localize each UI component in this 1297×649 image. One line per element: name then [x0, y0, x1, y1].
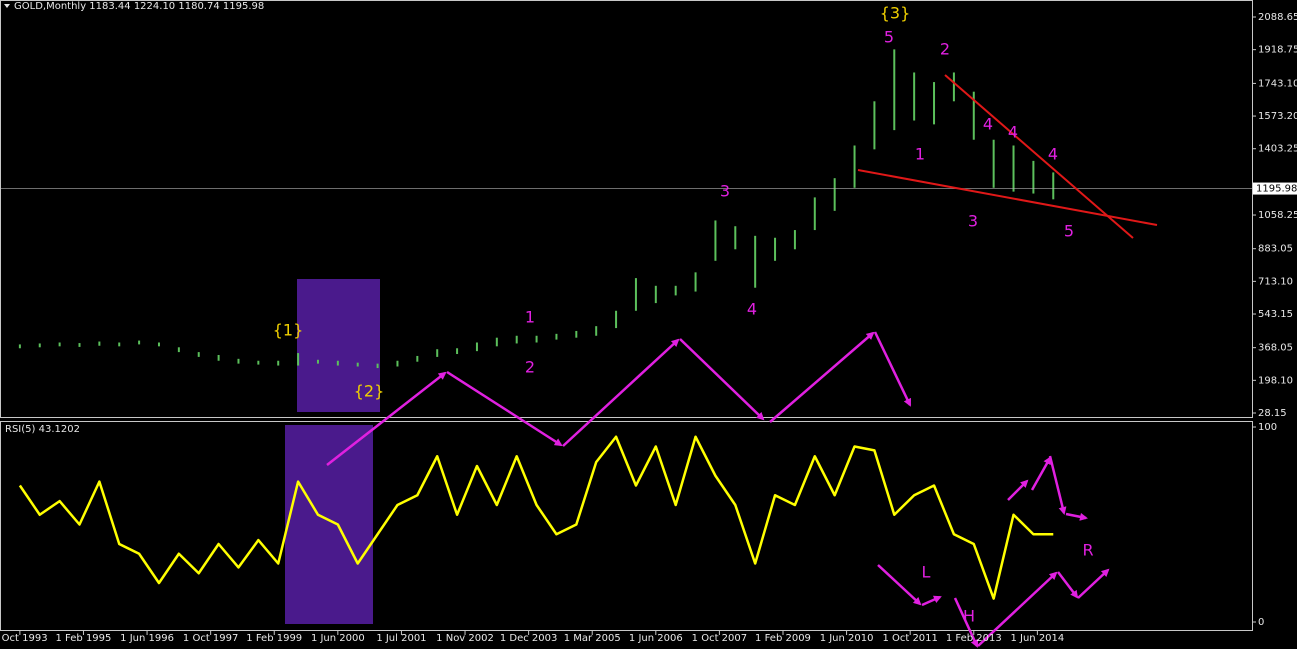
arrow [679, 338, 765, 421]
y-tick-label: 543.15 [1258, 309, 1293, 320]
arrow [1065, 512, 1088, 521]
x-tick-label: 1 Oct 1997 [183, 633, 238, 644]
y-tick-label: 1058.25 [1258, 210, 1297, 221]
menu-icon[interactable] [4, 4, 10, 8]
x-tick-label: 1 Feb 2009 [755, 633, 811, 644]
last-price-box [1253, 182, 1297, 195]
arrow [977, 571, 1058, 647]
highlight-box [285, 425, 373, 624]
wave-label: 5 [884, 28, 894, 47]
wave-label: {1} [273, 321, 304, 340]
wave-label: 3 [968, 212, 978, 231]
x-tick-label: 1 Jun 1996 [120, 633, 174, 644]
chart-title: GOLD,Monthly 1183.44 1224.10 1180.74 119… [14, 1, 264, 12]
y-tick-label: 0 [1258, 617, 1264, 628]
wave-label: 4 [983, 115, 993, 134]
wave-arrows [326, 331, 1110, 648]
x-tick-label: 1 Feb 1999 [246, 633, 302, 644]
trend-line [944, 74, 1134, 239]
y-tick-label: 28.15 [1258, 408, 1287, 419]
y-tick-label: 198.10 [1258, 375, 1293, 386]
wave-label: 5 [1064, 222, 1074, 241]
rsi-line [18, 435, 1054, 600]
y-tick-label: 713.10 [1258, 276, 1293, 287]
arrow [877, 564, 922, 606]
y-tick-label: 100 [1258, 422, 1277, 433]
x-tick-label: 1 Jun 2010 [820, 633, 874, 644]
plot-layer [0, 49, 1252, 600]
arrow [446, 370, 563, 447]
price-panel-frame [0, 0, 1253, 418]
arrow [1048, 455, 1067, 515]
wave-label: 1 [525, 308, 535, 327]
arrow [1030, 456, 1052, 491]
arrow [1077, 568, 1110, 599]
highlight-box [297, 279, 380, 412]
wave-label: 2 [940, 40, 950, 59]
arrow [873, 331, 912, 407]
rsi-panel-frame [0, 421, 1253, 631]
x-tick-label: 1 Nov 2002 [436, 633, 494, 644]
y-tick-label: 1573.20 [1258, 111, 1297, 122]
x-tick-label: 1 Jun 2000 [311, 633, 365, 644]
y-tick-label: 368.05 [1258, 343, 1293, 354]
x-tick-label: 1 Feb 2013 [946, 633, 1002, 644]
y-tick-label: 883.05 [1258, 244, 1293, 255]
wave-label: 2 [525, 358, 535, 377]
arrow [1057, 571, 1079, 599]
wave-label: {3} [880, 4, 911, 23]
x-tick-label: 1 Jun 2006 [629, 633, 683, 644]
wave-label: H [963, 607, 975, 626]
x-tick-label: 1 Mar 2005 [564, 633, 621, 644]
x-tick-label: 1 Feb 1995 [56, 633, 112, 644]
arrow [921, 595, 942, 607]
x-tick-label: 1 Jun 2014 [1010, 633, 1064, 644]
y-tick-label: 1918.75 [1258, 45, 1297, 56]
wave-label: 4 [1048, 145, 1058, 164]
last-price-label: 1195.98 [1256, 184, 1297, 195]
y-tick-label: 1743.10 [1258, 78, 1297, 89]
wave-label: L [922, 563, 931, 582]
arrow [953, 597, 979, 648]
arrow [562, 338, 680, 447]
x-tick-label: 1 Jul 2001 [376, 633, 426, 644]
y-tick-label: 1403.25 [1258, 144, 1297, 155]
arrow [769, 331, 875, 423]
arrow [326, 371, 447, 466]
wave-label: 3 [720, 182, 730, 201]
wave-label: 4 [747, 300, 757, 319]
indicator-legend: RSI(5) 43.1202 [5, 424, 80, 435]
wave-label: R [1082, 541, 1093, 560]
y-tick-label: 2088.65 [1258, 12, 1297, 23]
wave-label: 1 [915, 145, 925, 164]
x-tick-label: 1 Oct 2011 [882, 633, 937, 644]
x-tick-label: 1 Oct 2007 [692, 633, 747, 644]
x-tick-label: 1 Dec 2003 [500, 633, 558, 644]
wave-label: 4 [1008, 123, 1018, 142]
trend-line [857, 169, 1158, 226]
wave-label: {2} [354, 382, 385, 401]
x-tick-label: 1 Oct 1993 [0, 633, 48, 644]
arrow [1007, 479, 1029, 501]
